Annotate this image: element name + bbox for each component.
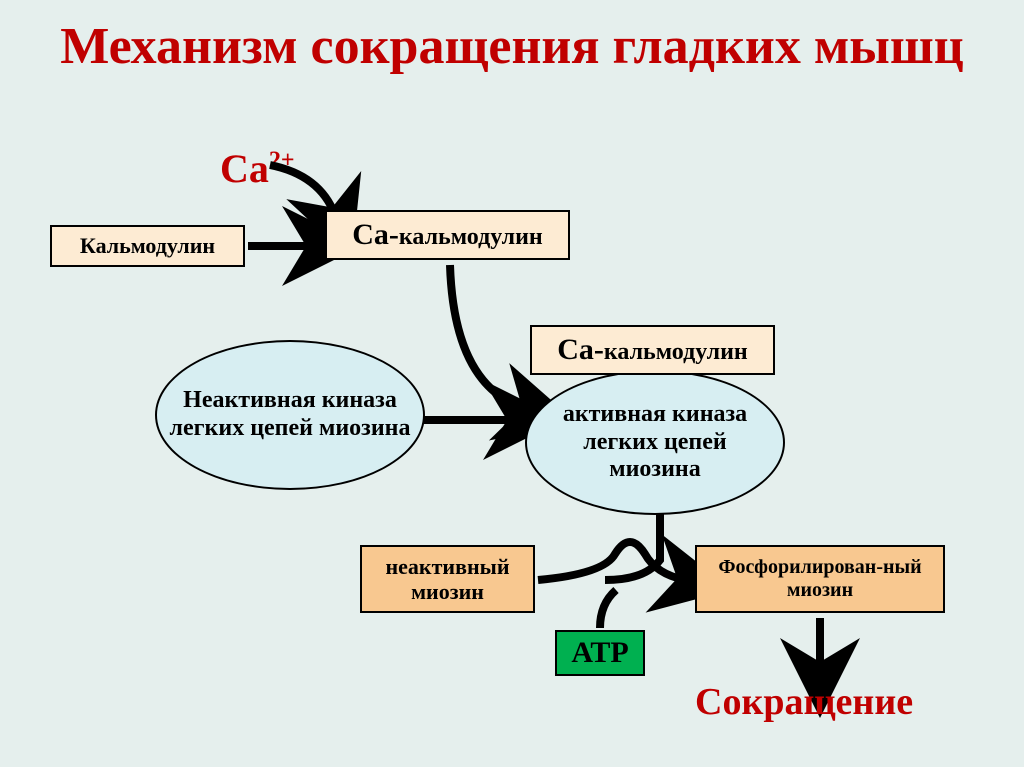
active-kinase-ellipse: активная киназа легких цепей миозина — [525, 370, 785, 515]
diagram-title: Механизм сокращения гладких мышц — [0, 20, 1024, 75]
active-kinase-text: активная киназа легких цепей миозина — [535, 401, 775, 484]
inactive-kinase-ellipse: Неактивная киназа легких цепей миозина — [155, 340, 425, 490]
calmodulin-text: Кальмодулин — [80, 233, 215, 259]
calmodulin-box: Кальмодулин — [50, 225, 245, 267]
ca-ion-label: Ca2+ — [220, 145, 295, 192]
phospho-myosin-box: Фосфорилирован-ный миозин — [695, 545, 945, 613]
ca-calmodulin-2-label: Ca-кальмодулин — [557, 333, 748, 367]
inactive-kinase-text: Неактивная киназа легких цепей миозина — [165, 387, 415, 442]
ca-calmodulin-1-box: Ca-кальмодулин — [325, 210, 570, 260]
ca-ion-sup: 2+ — [269, 148, 295, 174]
ca-suffix-1: кальмодулин — [399, 224, 543, 250]
result-label: Сокращение — [695, 680, 913, 724]
atp-box: АТР — [555, 630, 645, 676]
ca-calmodulin-2-box: Ca-кальмодулин — [530, 325, 775, 375]
ca-prefix-1: Ca- — [352, 218, 399, 251]
ca-calmodulin-1-label: Ca-кальмодулин — [352, 218, 543, 252]
phospho-myosin-text: Фосфорилирован-ный миозин — [701, 556, 939, 602]
atp-text: АТР — [571, 636, 628, 670]
ca-suffix-2: кальмодулин — [604, 339, 748, 365]
ca-prefix-2: Ca- — [557, 333, 604, 366]
arrows-layer — [0, 0, 1024, 767]
ca-ion-text: Ca — [220, 146, 269, 191]
diagram-stage: Механизм сокращения гладких мышц Ca2+ Не… — [0, 0, 1024, 767]
inactive-myosin-text: неактивный миозин — [366, 554, 529, 605]
inactive-myosin-box: неактивный миозин — [360, 545, 535, 613]
